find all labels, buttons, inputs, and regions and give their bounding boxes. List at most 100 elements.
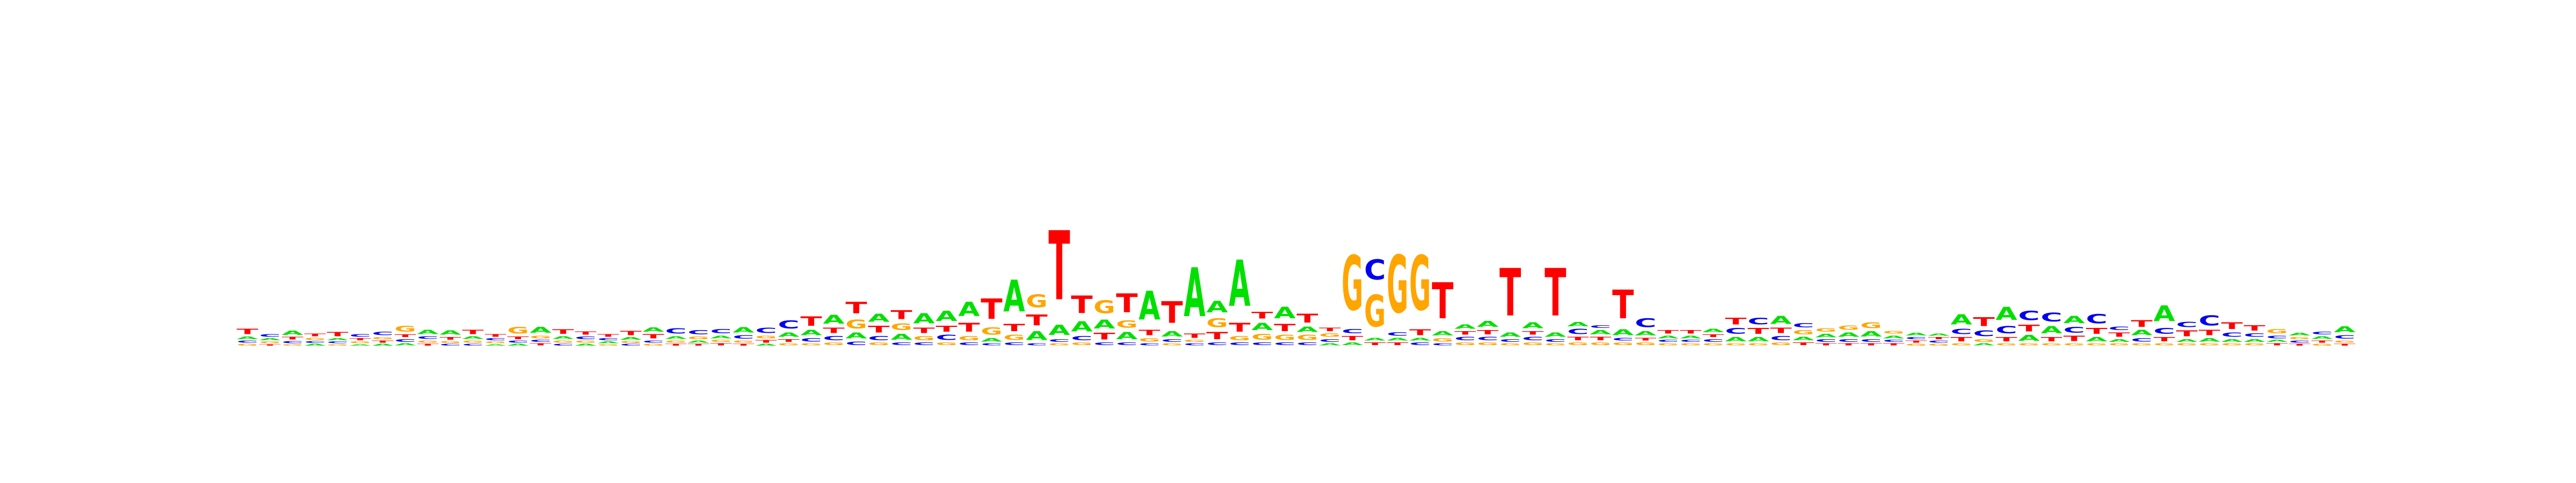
logo-letter-g-pos-82-1: G [2063, 343, 2085, 346]
logo-letter-a-pos-34-2: A [981, 337, 1002, 343]
logo-letter-t-pos-2-1: T [259, 344, 281, 346]
logo-letter-g-pos-52-4: G [1387, 239, 1408, 331]
logo-letter-t-pos-60-2: T [1567, 336, 1589, 342]
logo-letter-t-pos-36-3: T [1026, 311, 1048, 328]
logo-letter-c-pos-36-1: C [1026, 343, 1048, 346]
logo-letter-t-pos-8-3: T [394, 333, 416, 338]
logo-letter-a-pos-78-1: A [1973, 343, 1995, 346]
logo-letter-a-pos-62-3: A [1612, 328, 1634, 337]
logo-letter-g-pos-56-1: G [1477, 342, 1498, 347]
logo-letter-c-pos-18-1: C [620, 343, 641, 346]
logo-letter-a-pos-4-1: A [304, 343, 326, 346]
logo-letter-c-pos-62-2: C [1612, 337, 1634, 341]
logo-letter-t-pos-31-3: T [913, 327, 934, 335]
logo-letter-t-pos-85-4: T [2131, 319, 2153, 329]
logo-letter-a-pos-94-4: A [2334, 325, 2356, 334]
logo-letter-a-pos-44-4: A [1206, 298, 1228, 316]
logo-letter-g-pos-22-2: G [710, 339, 731, 342]
logo-letter-g-pos-49-3: G [1319, 332, 1341, 338]
logo-letter-a-pos-82-4: A [2063, 314, 2085, 325]
logo-letter-c-pos-20-4: C [665, 327, 686, 335]
logo-letter-t-pos-64-4: T [1657, 329, 1679, 335]
logo-letter-a-pos-56-4: A [1477, 320, 1499, 329]
logo-letter-t-pos-32-3: T [936, 325, 958, 334]
logo-letter-g-pos-48-2: G [1297, 334, 1318, 342]
logo-letter-t-pos-15-4: T [552, 328, 574, 335]
logo-letter-t-pos-5-4: T [327, 331, 348, 338]
logo-letter-t-pos-11-4: T [462, 329, 484, 335]
logo-letter-t-pos-9-1: T [417, 343, 439, 346]
logo-letter-c-pos-16-3: C [575, 336, 596, 340]
logo-letter-a-pos-80-2: A [2018, 334, 2040, 343]
logo-letter-t-pos-87-3: T [2176, 329, 2198, 338]
logo-letter-g-pos-33-2: G [958, 335, 980, 342]
logo-letter-t-pos-78-4: T [1973, 315, 1995, 329]
logo-letter-t-pos-37-4: T [1049, 212, 1070, 322]
logo-letter-a-pos-91-2: A [2266, 339, 2288, 342]
logo-letter-t-pos-69-3: T [1770, 327, 1791, 335]
logo-letter-t-pos-4-4: T [304, 333, 326, 338]
logo-letter-g-pos-16-2: G [575, 340, 596, 343]
logo-letter-c-pos-92-2: C [2289, 340, 2310, 343]
logo-letter-t-pos-59-4: T [1545, 255, 1566, 331]
logo-letter-g-pos-94-2: G [2334, 340, 2355, 343]
logo-letter-g-pos-64-1: G [1657, 343, 1679, 346]
logo-letter-g-pos-71-4: G [1815, 327, 1836, 333]
logo-letter-a-pos-39-3: A [1094, 318, 1115, 331]
logo-letter-g-pos-45-2: G [1229, 335, 1250, 342]
logo-letter-t-pos-44-2: T [1206, 330, 1228, 341]
logo-letter-c-pos-8-2: C [394, 338, 416, 342]
logo-letter-g-pos-69-1: G [1770, 342, 1791, 347]
logo-letter-t-pos-46-4: T [1252, 311, 1274, 321]
logo-letter-g-pos-72-4: G [1838, 324, 1859, 331]
logo-letter-g-pos-91-4: G [2266, 328, 2288, 335]
logo-letter-a-pos-50-1: A [1342, 341, 1364, 346]
logo-letter-c-pos-25-4: C [778, 319, 799, 331]
logo-letter-c-pos-68-4: C [1747, 316, 1769, 327]
logo-letter-a-pos-66-4: A [1702, 328, 1724, 334]
logo-letter-g-pos-8-4: G [394, 324, 416, 333]
logo-letter-c-pos-93-4: C [2311, 331, 2333, 335]
logo-letter-t-pos-22-1: T [710, 343, 732, 346]
logo-letter-g-pos-27-1: G [823, 342, 844, 347]
logo-letter-g-pos-19-1: G [642, 343, 664, 346]
logo-letter-c-pos-2-4: C [259, 333, 281, 338]
logo-letter-c-pos-56-2: C [1477, 336, 1498, 342]
logo-letter-g-pos-78-2: G [1973, 338, 1994, 343]
logo-letter-t-pos-28-4: T [845, 299, 867, 318]
logo-letter-a-pos-93-3: A [2311, 335, 2333, 340]
logo-letter-c-pos-70-4: C [1792, 322, 1814, 329]
logo-letter-a-pos-20-3: A [665, 335, 687, 340]
logo-letter-c-pos-78-3: C [1973, 329, 1994, 338]
logo-letter-c-pos-85-2: C [2131, 337, 2153, 343]
logo-letter-a-pos-13-1: A [507, 343, 529, 346]
logo-letter-t-pos-79-2: T [1996, 336, 2017, 343]
logo-letter-c-pos-65-2: C [1680, 339, 1701, 342]
logo-letter-g-pos-81-1: G [2041, 343, 2062, 346]
logo-letter-g-pos-70-3: G [1792, 329, 1814, 336]
logo-letter-t-pos-7-2: T [372, 340, 394, 343]
logo-letter-t-pos-70-1: T [1792, 341, 1814, 346]
logo-letter-c-pos-34-1: C [981, 343, 1002, 346]
logo-letter-g-pos-38-1: G [1071, 342, 1093, 347]
logo-letter-t-pos-24-2: T [755, 339, 777, 343]
logo-letter-t-pos-68-3: T [1747, 327, 1769, 336]
logo-letter-g-pos-65-1: G [1680, 343, 1701, 346]
logo-letter-g-pos-51-3: G [1364, 286, 1386, 336]
logo-letter-t-pos-29-3: T [868, 325, 890, 335]
logo-letter-g-pos-34-3: G [981, 326, 1002, 337]
logo-letter-a-pos-31-4: A [913, 310, 935, 326]
logo-letter-t-pos-58-3: T [1522, 330, 1544, 336]
logo-letter-t-pos-76-3: T [1928, 336, 1950, 340]
logo-letter-c-pos-72-2: C [1838, 338, 1859, 342]
logo-letter-a-pos-67-2: A [1725, 336, 1746, 343]
logo-letter-a-pos-30-2: A [890, 332, 912, 341]
logo-letter-t-pos-20-1: T [665, 343, 687, 346]
logo-letter-t-pos-63-2: T [1635, 337, 1657, 342]
logo-letter-c-pos-23-3: C [733, 334, 754, 340]
logo-letter-t-pos-34-4: T [981, 294, 1003, 326]
logo-letter-c-pos-69-2: C [1770, 335, 1791, 342]
logo-letter-a-pos-29-4: A [868, 312, 890, 325]
logo-letter-t-pos-71-1: T [1815, 343, 1837, 346]
logo-letter-g-pos-36-4: G [1026, 291, 1048, 312]
